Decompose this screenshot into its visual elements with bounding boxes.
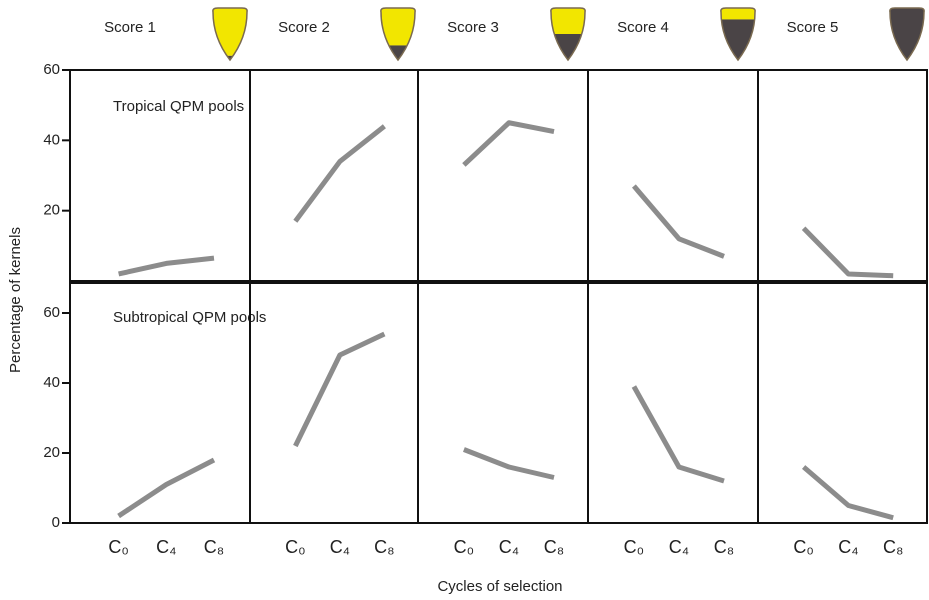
line bbox=[631, 385, 725, 484]
x-tick-label: C₄ bbox=[838, 537, 858, 557]
line bbox=[802, 465, 894, 521]
kernel-outline bbox=[889, 7, 925, 62]
kernel-outline bbox=[720, 7, 756, 62]
kernel-yellow bbox=[720, 8, 756, 20]
kernel-yellow bbox=[380, 8, 416, 46]
kernel-yellow bbox=[550, 8, 586, 34]
x-tick-label: C₄ bbox=[669, 537, 689, 557]
x-tick-label: C₈ bbox=[204, 537, 224, 557]
panel-frame bbox=[587, 282, 759, 524]
line bbox=[462, 447, 555, 480]
kernel-dark bbox=[380, 45, 416, 60]
line bbox=[293, 331, 386, 448]
row-label: Subtropical QPM pools bbox=[113, 309, 266, 326]
panel-frame bbox=[757, 282, 928, 524]
panel-frame bbox=[587, 69, 759, 282]
x-tick-label: C₀ bbox=[108, 537, 128, 557]
column-title: Score 5 bbox=[787, 19, 839, 36]
x-tick-label: C₈ bbox=[714, 537, 734, 557]
kernel-dark bbox=[550, 34, 586, 60]
row-label: Tropical QPM pools bbox=[113, 98, 244, 115]
line bbox=[117, 457, 216, 519]
kernel-outline bbox=[380, 7, 416, 62]
line bbox=[293, 124, 386, 223]
x-tick-label: C₀ bbox=[285, 537, 305, 557]
y-tick-label: 60 bbox=[43, 61, 60, 78]
x-tick-label: C₈ bbox=[883, 537, 903, 557]
x-tick-label: C₀ bbox=[454, 537, 474, 557]
kernel-outline bbox=[212, 7, 248, 62]
y-tick-label: 20 bbox=[43, 444, 60, 461]
y-tick-label: 0 bbox=[52, 514, 60, 531]
line bbox=[462, 120, 555, 167]
x-tick-label: C₄ bbox=[499, 537, 519, 557]
y-tick-label: 40 bbox=[43, 374, 60, 391]
y-tick-label: 60 bbox=[43, 304, 60, 321]
line bbox=[801, 226, 894, 279]
line bbox=[118, 255, 215, 277]
x-tick-label: C₈ bbox=[374, 537, 394, 557]
line bbox=[631, 184, 725, 259]
x-tick-label: C₄ bbox=[156, 537, 176, 557]
panel-frame bbox=[249, 282, 419, 524]
x-tick-label: C₄ bbox=[330, 537, 350, 557]
y-tick-label: 40 bbox=[43, 131, 60, 148]
kernel-dark bbox=[212, 55, 248, 60]
x-tick-label: C₀ bbox=[624, 537, 644, 557]
column-title: Score 4 bbox=[617, 19, 669, 36]
y-axis-label: Percentage of kernels bbox=[7, 227, 24, 373]
kernel-outline bbox=[550, 7, 586, 62]
column-title: Score 1 bbox=[104, 19, 156, 36]
y-tick-label: 20 bbox=[43, 202, 60, 219]
column-title: Score 3 bbox=[447, 19, 499, 36]
panel-frame bbox=[417, 69, 589, 282]
panel-frame bbox=[757, 69, 928, 282]
x-tick-label: C₀ bbox=[793, 537, 813, 557]
x-tick-label: C₈ bbox=[544, 537, 564, 557]
kernel-dark bbox=[720, 19, 756, 60]
panel-frame bbox=[249, 69, 419, 282]
panel-frame bbox=[417, 282, 589, 524]
column-title: Score 2 bbox=[278, 19, 330, 36]
x-axis-label: Cycles of selection bbox=[437, 578, 562, 595]
